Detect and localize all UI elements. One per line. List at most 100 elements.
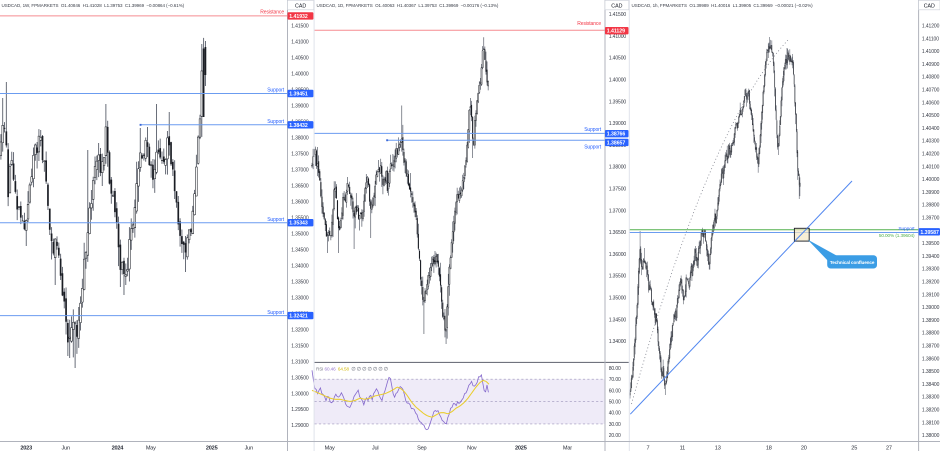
svg-text:1.38000: 1.38000 [291,136,309,142]
svg-text:1.37000: 1.37000 [291,167,309,173]
svg-text:13: 13 [715,446,721,452]
svg-text:Jul: Jul [372,446,379,452]
svg-text:1.40000: 1.40000 [922,177,940,183]
svg-text:1.40400: 1.40400 [922,126,940,132]
svg-text:1.41129: 1.41129 [607,29,625,35]
svg-text:1.39000: 1.39000 [291,104,309,110]
svg-text:1.40500: 1.40500 [922,113,940,119]
svg-text:1.38100: 1.38100 [922,420,940,426]
svg-text:USDCAD, 1D, FPMARKETS O1.4006: USDCAD, 1D, FPMARKETS O1.40063 H1.40367 … [317,3,499,8]
svg-text:CAD: CAD [295,3,306,9]
svg-text:1.39800: 1.39800 [922,203,940,209]
svg-text:1.32421: 1.32421 [289,314,308,320]
svg-text:2023: 2023 [20,446,32,452]
svg-text:RSI 60.46 64.58: RSI 60.46 64.58 [316,367,349,372]
svg-text:25: 25 [851,446,857,452]
svg-text:1.35343: 1.35343 [289,221,308,227]
svg-text:1.36500: 1.36500 [291,183,309,189]
svg-text:50.00% (1.39604): 50.00% (1.39604) [879,233,915,238]
svg-text:1.38300: 1.38300 [922,395,940,401]
svg-text:60.00: 60.00 [609,388,621,394]
svg-text:20: 20 [801,446,807,452]
svg-text:2024: 2024 [112,446,125,452]
svg-text:18: 18 [766,446,772,452]
svg-text:11: 11 [680,446,685,452]
svg-text:1.39587: 1.39587 [920,230,939,236]
svg-text:1.38600: 1.38600 [922,356,940,362]
svg-text:2025: 2025 [206,446,218,452]
svg-text:1.41100: 1.41100 [922,36,939,42]
svg-text:1.40100: 1.40100 [922,164,940,170]
svg-text:70.00: 70.00 [609,377,621,383]
svg-text:80.00: 80.00 [609,366,621,372]
svg-text:1.34000: 1.34000 [291,263,309,269]
svg-text:1.39451: 1.39451 [289,92,308,98]
svg-text:1.30000: 1.30000 [291,391,309,397]
svg-text:1.40800: 1.40800 [922,75,940,81]
svg-text:Nov: Nov [467,446,477,452]
svg-text:1.38700: 1.38700 [922,344,940,350]
svg-text:1.36000: 1.36000 [609,252,627,258]
svg-text:1.41932: 1.41932 [289,14,308,20]
svg-text:USDCAD, 1W, FPMARKETS O1.4084: USDCAD, 1W, FPMARKETS O1.40846 H1.41028 … [2,3,185,8]
svg-text:1.39500: 1.39500 [609,99,627,105]
svg-text:May: May [325,446,335,452]
svg-text:1.40500: 1.40500 [291,56,309,62]
svg-text:1.41500: 1.41500 [291,24,309,30]
svg-text:1.39000: 1.39000 [609,121,627,127]
svg-text:Jun: Jun [61,446,70,452]
svg-text:Support: Support [267,119,285,125]
svg-text:1.33000: 1.33000 [291,295,309,301]
svg-text:27: 27 [886,446,892,452]
svg-text:1.34500: 1.34500 [609,317,627,323]
svg-text:1.40000: 1.40000 [291,72,309,78]
svg-text:1.38000: 1.38000 [922,433,940,439]
svg-text:1.35000: 1.35000 [609,296,627,302]
svg-text:1.38766: 1.38766 [607,132,626,138]
svg-text:1.41200: 1.41200 [922,24,940,30]
svg-text:1.39200: 1.39200 [922,280,940,286]
svg-text:Resistance: Resistance [577,21,601,27]
svg-text:1.36000: 1.36000 [291,199,309,205]
svg-text:1.33500: 1.33500 [291,279,309,285]
svg-text:1.32000: 1.32000 [291,327,309,333]
svg-text:1.35500: 1.35500 [291,215,309,221]
svg-text:1.30500: 1.30500 [291,375,309,381]
svg-text:30.00: 30.00 [609,422,621,428]
svg-text:Sep: Sep [417,446,426,452]
svg-text:1.40600: 1.40600 [922,100,940,106]
svg-text:1.38000: 1.38000 [609,165,627,171]
svg-text:1.29000: 1.29000 [291,423,309,429]
svg-text:1.39100: 1.39100 [922,292,940,298]
svg-text:1.31500: 1.31500 [291,343,309,349]
svg-text:1.41500: 1.41500 [609,12,627,18]
svg-text:1.38500: 1.38500 [922,369,940,375]
svg-text:1.38900: 1.38900 [922,318,940,324]
svg-text:1.38432: 1.38432 [289,123,308,129]
svg-text:2025: 2025 [515,446,527,452]
svg-text:Support: Support [267,217,285,223]
svg-text:1.37500: 1.37500 [291,151,309,157]
svg-text:1.40900: 1.40900 [922,62,940,68]
svg-text:Resistance: Resistance [260,9,284,15]
svg-text:Support: Support [267,310,285,316]
svg-text:1.38800: 1.38800 [922,331,940,337]
svg-text:1.34000: 1.34000 [609,339,627,345]
svg-text:50.00: 50.00 [609,399,621,405]
svg-text:1.40200: 1.40200 [922,152,940,158]
svg-text:1.37500: 1.37500 [609,187,627,193]
svg-text:1.39500: 1.39500 [922,241,940,247]
svg-text:Jun: Jun [245,446,254,452]
svg-text:Support: Support [584,127,602,133]
svg-text:Mar: Mar [563,446,572,452]
svg-text:1.40500: 1.40500 [609,56,627,62]
svg-text:1.40000: 1.40000 [609,78,627,84]
svg-text:1.37000: 1.37000 [609,208,627,214]
svg-text:1.38200: 1.38200 [922,408,940,414]
svg-text:1.34500: 1.34500 [291,247,309,253]
svg-text:Support: Support [898,226,915,232]
svg-text:20.00: 20.00 [609,433,621,439]
svg-text:May: May [146,446,156,452]
svg-text:USDCAD, 1h, FPMARKETS O1.3998: USDCAD, 1h, FPMARKETS O1.39989 H1.40016 … [632,3,814,8]
svg-text:40.00: 40.00 [609,411,621,417]
